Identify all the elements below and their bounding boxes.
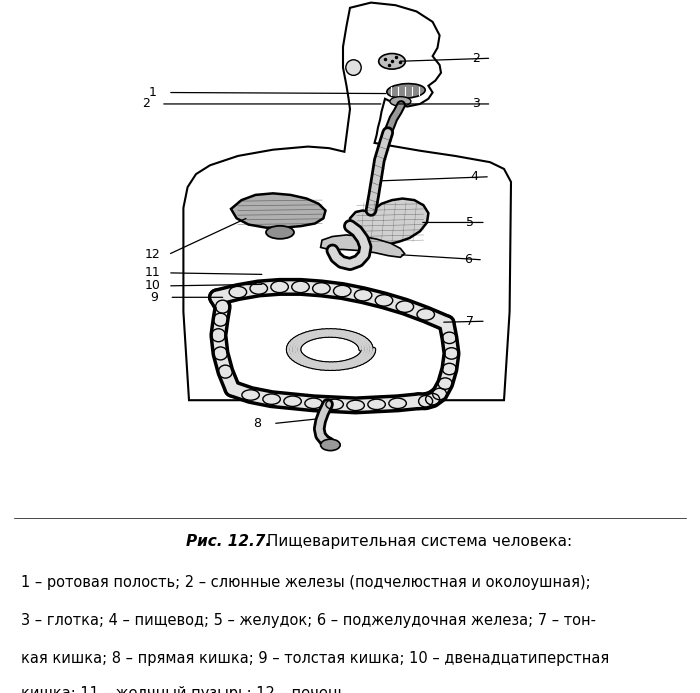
Text: 6: 6: [463, 254, 472, 266]
Text: 8: 8: [253, 417, 262, 430]
Text: 1: 1: [148, 86, 157, 99]
Text: 12: 12: [145, 248, 160, 261]
Ellipse shape: [390, 96, 411, 106]
Text: 11: 11: [145, 266, 160, 279]
Polygon shape: [231, 193, 326, 227]
Text: 10: 10: [145, 279, 160, 292]
Ellipse shape: [266, 226, 294, 239]
Text: 9: 9: [150, 291, 158, 304]
Text: кишка; 11 – желчный пузырь; 12 – печень: кишка; 11 – желчный пузырь; 12 – печень: [21, 686, 346, 693]
Text: 4: 4: [470, 170, 479, 183]
Text: 2: 2: [141, 98, 150, 110]
Ellipse shape: [379, 53, 405, 69]
Text: кая кишка; 8 – прямая кишка; 9 – толстая кишка; 10 – двенадцатиперстная: кая кишка; 8 – прямая кишка; 9 – толстая…: [21, 651, 609, 667]
Text: 5: 5: [466, 216, 475, 229]
Ellipse shape: [321, 439, 340, 450]
Ellipse shape: [346, 60, 361, 76]
Text: 3 – глотка; 4 – пищевод; 5 – желудок; 6 – поджелудочная железа; 7 – тон-: 3 – глотка; 4 – пищевод; 5 – желудок; 6 …: [21, 613, 596, 629]
Text: 1 – ротовая полость; 2 – слюнные железы (подчелюстная и околоушная);: 1 – ротовая полость; 2 – слюнные железы …: [21, 575, 591, 590]
Polygon shape: [350, 199, 428, 245]
Polygon shape: [321, 235, 405, 257]
Ellipse shape: [387, 84, 425, 98]
Text: 7: 7: [466, 315, 475, 328]
Text: Рис. 12.7.: Рис. 12.7.: [186, 534, 271, 549]
Text: 2: 2: [472, 52, 480, 64]
Text: 3: 3: [472, 98, 480, 110]
Text: Пищеварительная система человека:: Пищеварительная система человека:: [262, 534, 573, 549]
